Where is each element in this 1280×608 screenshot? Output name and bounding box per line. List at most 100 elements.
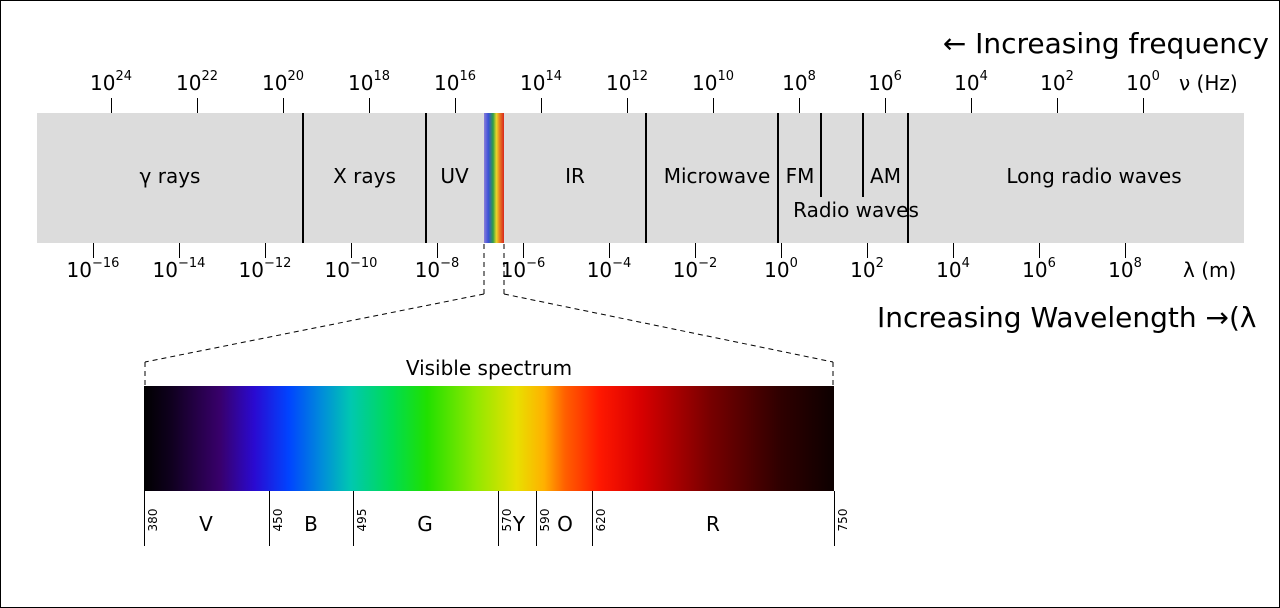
frequency-tick-label: 100 [1126, 69, 1160, 95]
wavelength-tick-label: 104 [936, 256, 970, 282]
frequency-tick-label: 1014 [520, 69, 562, 95]
band-divider [302, 113, 304, 243]
band-label-ir: IR [565, 164, 585, 188]
wavelength-tick-label: 108 [1108, 256, 1142, 282]
frequency-tick-mark [713, 98, 714, 113]
frequency-tick-mark [283, 98, 284, 113]
wavelength-tick-mark [1039, 243, 1040, 258]
wavelength-tick-mark [781, 243, 782, 258]
frequency-tick-label: 1020 [262, 69, 304, 95]
frequency-tick-mark [541, 98, 542, 113]
band-label-uv: UV [440, 164, 469, 188]
wavelength-tick-label: 10−16 [66, 256, 120, 282]
frequency-tick-label: 1012 [606, 69, 648, 95]
wavelength-tick-label: 10−12 [238, 256, 292, 282]
frequency-tick-mark [455, 98, 456, 113]
increasing-frequency-label: ← Increasing frequency [943, 27, 1269, 60]
visible-spectrum-title: Visible spectrum [405, 356, 573, 380]
nm-label-380: 380 [146, 508, 160, 532]
band-label-gamma-rays: γ rays [139, 164, 201, 188]
wavelength-tick-label: 10−2 [672, 256, 718, 282]
wavelength-tick-label: 10−10 [324, 256, 378, 282]
wavelength-tick-mark [179, 243, 180, 258]
band-divider [820, 113, 822, 197]
frequency-tick-label: 102 [1040, 69, 1074, 95]
band-divider [645, 113, 647, 243]
wavelength-tick-label: 10−4 [586, 256, 632, 282]
frequency-tick-label: 106 [868, 69, 902, 95]
frequency-tick-label: 104 [954, 69, 988, 95]
frequency-tick-label: 1018 [348, 69, 390, 95]
wavelength-tick-mark [93, 243, 94, 258]
band-divider [425, 113, 427, 243]
frequency-tick-mark [799, 98, 800, 113]
wavelength-tick-mark [1125, 243, 1126, 258]
wavelength-tick-mark [867, 243, 868, 258]
frequency-tick-label: 1022 [176, 69, 218, 95]
wavelength-tick-mark [523, 243, 524, 258]
increasing-wavelength-label: Increasing Wavelength →(λ [877, 301, 1256, 334]
band-label-am: AM [870, 164, 901, 188]
color-letter-b: B [304, 512, 318, 536]
frequency-tick-mark [885, 98, 886, 113]
increasing-wavelength-text: Increasing Wavelength [877, 301, 1197, 334]
wavelength-tick-label: 100 [764, 256, 798, 282]
band-label-fm: FM [785, 164, 815, 188]
band-divider [777, 113, 779, 243]
frequency-tick-label: 108 [782, 69, 816, 95]
frequency-tick-label: 1024 [90, 69, 132, 95]
frequency-tick-mark [971, 98, 972, 113]
frequency-tick-mark [197, 98, 198, 113]
frequency-axis-unit: ν (Hz) [1179, 71, 1238, 95]
visible-bar-tick [144, 491, 145, 546]
wavelength-tick-mark [351, 243, 352, 258]
visible-spectrum-bar [144, 386, 834, 491]
frequency-tick-label: 1016 [434, 69, 476, 95]
frequency-tick-mark [1057, 98, 1058, 113]
wavelength-tick-label: 10−8 [414, 256, 460, 282]
nm-label-495: 495 [355, 508, 369, 532]
wavelength-tick-label: 102 [850, 256, 884, 282]
visible-bar-tick [834, 491, 835, 546]
visible-bar-tick [269, 491, 270, 546]
frequency-tick-mark [369, 98, 370, 113]
left-arrow-icon: ← [942, 27, 967, 60]
right-arrow-icon: → [1205, 301, 1229, 334]
visible-bar-tick [592, 491, 593, 546]
band-label-x-rays: X rays [333, 164, 396, 188]
color-letter-v: V [199, 512, 213, 536]
color-letter-g: G [417, 512, 433, 536]
color-letter-o: O [557, 512, 573, 536]
band-label-long-radio-waves: Long radio waves [1006, 164, 1182, 188]
wavelength-tick-label: 10−6 [500, 256, 546, 282]
frequency-tick-mark [627, 98, 628, 113]
band-divider [862, 113, 864, 197]
wavelength-tick-mark [437, 243, 438, 258]
visible-bar-tick [353, 491, 354, 546]
wavelength-tick-mark [695, 243, 696, 258]
visible-bar-tick [498, 491, 499, 546]
nm-label-620: 620 [594, 508, 608, 532]
wavelength-tick-mark [265, 243, 266, 258]
band-label-microwave: Microwave [663, 164, 771, 188]
lambda-suffix: (λ [1228, 301, 1257, 334]
frequency-tick-mark [1143, 98, 1144, 113]
color-letter-r: R [706, 512, 720, 536]
wavelength-tick-label: 106 [1022, 256, 1056, 282]
increasing-frequency-text: Increasing frequency [975, 27, 1269, 60]
frequency-tick-mark [111, 98, 112, 113]
nm-label-450: 450 [271, 508, 285, 532]
em-band [37, 113, 1244, 243]
visible-light-strip [484, 113, 504, 243]
wavelength-axis-unit: λ (m) [1183, 258, 1237, 282]
wavelength-tick-mark [953, 243, 954, 258]
nm-label-750: 750 [836, 508, 850, 532]
wavelength-tick-mark [609, 243, 610, 258]
color-letter-y: Y [512, 512, 526, 536]
band-label-radio-waves: Radio waves [793, 198, 919, 222]
wavelength-tick-label: 10−14 [152, 256, 206, 282]
visible-bar-tick [536, 491, 537, 546]
frequency-tick-label: 1010 [692, 69, 734, 95]
band-divider [907, 113, 909, 243]
